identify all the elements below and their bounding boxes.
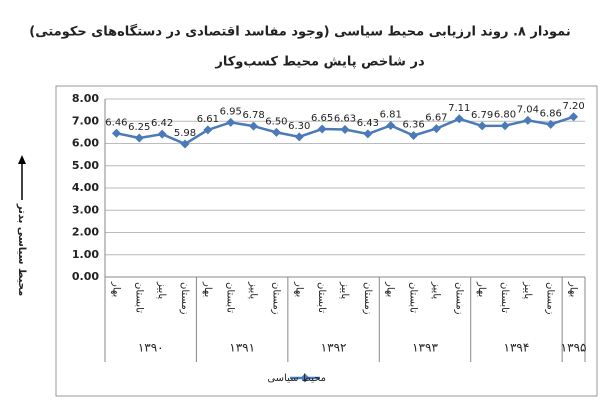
data-label: 6.61 [197,114,219,125]
point-marker [569,112,579,122]
point-marker [157,129,167,139]
y-tick-label: 1.00 [72,248,99,261]
point-marker [523,115,533,125]
data-label: 6.63 [334,113,356,124]
point-marker [454,114,464,124]
data-label: 5.98 [174,128,196,139]
data-label: 6.50 [265,116,287,127]
x-tick-label: زمستان [270,282,281,315]
data-label: 6.42 [151,118,173,129]
x-tick-label: تابستان [408,282,419,313]
group-label: ۱۳۹۴ [504,341,530,355]
chart-title: نمودار ۸. روند ارزیابی محیط سیاسی (وجود … [29,24,570,40]
x-tick-label: بهار [110,281,121,297]
data-label: 6.79 [471,110,493,121]
point-marker [340,124,350,134]
point-marker [134,133,144,143]
y-tick-label: 7.00 [72,114,99,127]
group-label: ۱۳۹۱ [229,341,255,355]
x-tick-label: تابستان [499,282,510,313]
y-tick-label: 4.00 [72,181,99,194]
data-label: 6.78 [242,110,264,121]
x-tick-label: بهار [293,281,304,297]
point-marker [226,117,236,127]
x-tick-label: بهار [568,281,579,297]
y-tick-label: 0.00 [72,270,99,283]
x-tick-label: تابستان [225,282,236,313]
x-tick-label: پاییز [430,281,441,299]
data-label: 6.36 [402,119,424,130]
group-label: ۱۳۹۰ [138,341,164,355]
legend-marker [300,373,310,383]
data-label: 6.25 [128,122,150,133]
x-tick-label: زمستان [453,282,464,315]
point-marker [111,128,121,138]
y-axis-label: محیط سیاسی بدتر [16,203,27,296]
y-tick-label: 5.00 [72,159,99,172]
x-tick-label: زمستان [179,282,190,315]
point-marker [409,130,419,140]
group-label: ۱۳۹۳ [412,341,438,355]
point-marker [249,121,259,131]
x-tick-label: بهار [385,281,396,297]
x-tick-label: زمستان [545,282,556,315]
chart-frame [55,85,598,397]
x-tick-label: تابستان [133,282,144,313]
y-tick-label: 3.00 [72,203,99,216]
y-tick-label: 6.00 [72,137,99,150]
x-tick-label: بهار [202,281,213,297]
data-label: 6.43 [357,118,379,129]
point-marker [317,124,327,134]
x-tick-label: پاییز [339,281,350,299]
data-label: 7.20 [562,101,584,112]
data-label: 6.65 [311,113,333,124]
data-label: 6.86 [540,108,562,119]
x-tick-label: زمستان [362,282,373,315]
x-tick-label: پاییز [156,281,167,299]
point-marker [431,124,441,134]
x-tick-label: پاییز [522,281,533,299]
point-marker [546,119,556,129]
x-tick-label: تابستان [316,282,327,313]
point-marker [500,121,510,131]
data-label: 6.80 [494,110,516,121]
point-marker [180,139,190,149]
point-marker [203,125,213,135]
y-tick-label: 2.00 [72,226,99,239]
point-marker [477,121,487,131]
group-label: ۱۳۹۵ [561,341,587,355]
data-label: 6.81 [380,109,402,120]
y-tick-label: 8.00 [72,92,99,105]
point-marker [386,120,396,130]
data-label: 7.04 [517,104,539,115]
data-label: 7.11 [448,103,470,114]
x-tick-label: پاییز [248,281,259,299]
y-arrow-head [18,155,26,164]
data-label: 6.30 [288,121,310,132]
point-marker [363,129,373,139]
chart-subtitle: در شاخص پایش محیط کسب‌وکار [214,55,425,70]
data-label: 6.95 [220,106,242,117]
data-label: 6.46 [105,117,127,128]
point-marker [294,132,304,142]
x-tick-label: بهار [476,281,487,297]
data-label: 6.67 [425,113,447,124]
legend-label: محیط سیاسی [267,373,326,384]
point-marker [271,127,281,137]
group-label: ۱۳۹۲ [321,341,347,355]
